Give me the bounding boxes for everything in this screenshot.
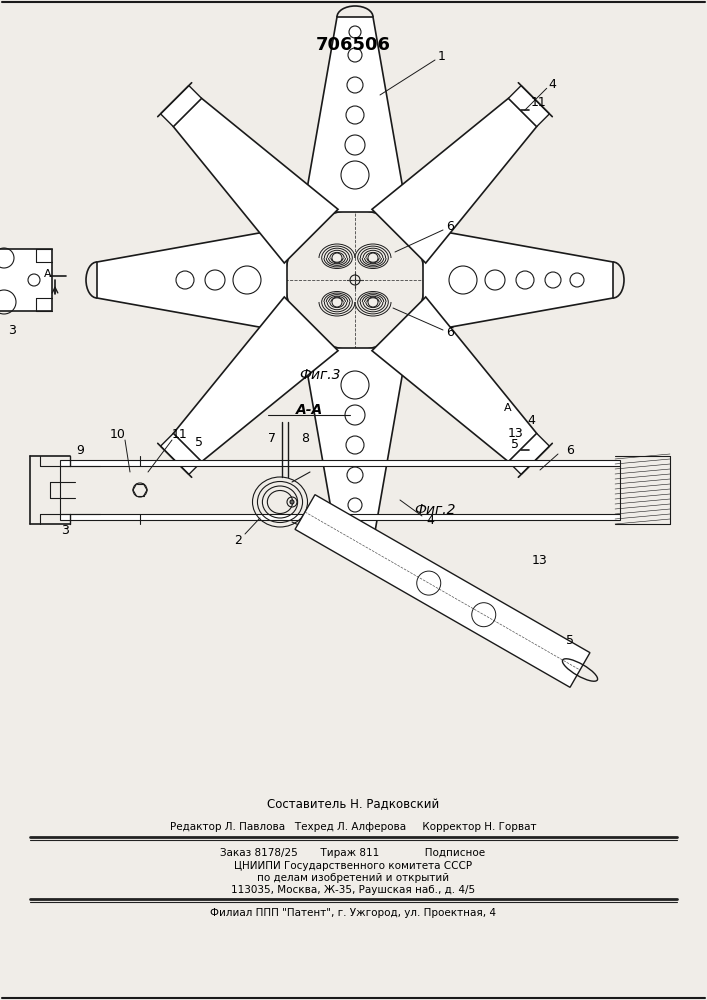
Polygon shape xyxy=(97,228,287,332)
Text: 5: 5 xyxy=(511,438,520,451)
Polygon shape xyxy=(372,297,537,462)
Text: A: A xyxy=(44,269,52,279)
Text: 13: 13 xyxy=(508,427,523,440)
Text: Фиг.2: Фиг.2 xyxy=(414,503,456,517)
Text: по делам изобретений и открытий: по делам изобретений и открытий xyxy=(257,873,449,883)
Polygon shape xyxy=(173,98,338,263)
Text: 5: 5 xyxy=(566,634,574,647)
Polygon shape xyxy=(372,98,537,263)
Text: 706506: 706506 xyxy=(315,36,390,54)
Text: Составитель Н. Радковский: Составитель Н. Радковский xyxy=(267,798,439,812)
Text: Фиг.3: Фиг.3 xyxy=(299,368,341,382)
Text: 11: 11 xyxy=(531,96,547,109)
Text: А-А: А-А xyxy=(296,403,324,417)
Text: 11: 11 xyxy=(172,428,188,442)
Text: 6: 6 xyxy=(446,221,454,233)
Text: 2: 2 xyxy=(234,534,242,546)
Polygon shape xyxy=(173,297,338,462)
Text: 4: 4 xyxy=(527,414,535,427)
Polygon shape xyxy=(508,86,549,127)
Polygon shape xyxy=(60,460,620,466)
Text: 4: 4 xyxy=(426,514,434,526)
Text: 4: 4 xyxy=(549,78,556,91)
Polygon shape xyxy=(160,433,201,474)
Polygon shape xyxy=(295,495,590,687)
Polygon shape xyxy=(303,348,407,543)
Text: 6: 6 xyxy=(446,326,454,340)
Polygon shape xyxy=(303,17,407,212)
Text: 1: 1 xyxy=(438,49,446,62)
Polygon shape xyxy=(508,433,549,474)
Text: 113035, Москва, Ж-35, Раушская наб., д. 4/5: 113035, Москва, Ж-35, Раушская наб., д. … xyxy=(231,885,475,895)
Text: 13: 13 xyxy=(532,554,548,566)
Text: 8: 8 xyxy=(301,432,309,444)
Text: 6: 6 xyxy=(566,444,574,456)
Text: Филиал ППП "Патент", г. Ужгород, ул. Проектная, 4: Филиал ППП "Патент", г. Ужгород, ул. Про… xyxy=(210,908,496,918)
Text: 7: 7 xyxy=(268,432,276,444)
Polygon shape xyxy=(423,228,613,332)
Text: A: A xyxy=(503,403,511,413)
Polygon shape xyxy=(160,86,201,127)
Circle shape xyxy=(290,500,294,504)
Polygon shape xyxy=(60,514,620,520)
Polygon shape xyxy=(0,249,52,311)
Text: 9: 9 xyxy=(76,444,84,456)
Text: ЦНИИПИ Государственного комитета СССР: ЦНИИПИ Государственного комитета СССР xyxy=(234,861,472,871)
Text: 5: 5 xyxy=(194,436,202,449)
Text: Заказ 8178/25       Тираж 811              Подписное: Заказ 8178/25 Тираж 811 Подписное xyxy=(221,848,486,858)
Text: 10: 10 xyxy=(110,428,126,442)
Text: 3: 3 xyxy=(61,524,69,536)
Text: 3: 3 xyxy=(8,324,16,336)
Text: Редактор Л. Павлова   Техред Л. Алферова     Корректор Н. Горват: Редактор Л. Павлова Техред Л. Алферова К… xyxy=(170,822,536,832)
